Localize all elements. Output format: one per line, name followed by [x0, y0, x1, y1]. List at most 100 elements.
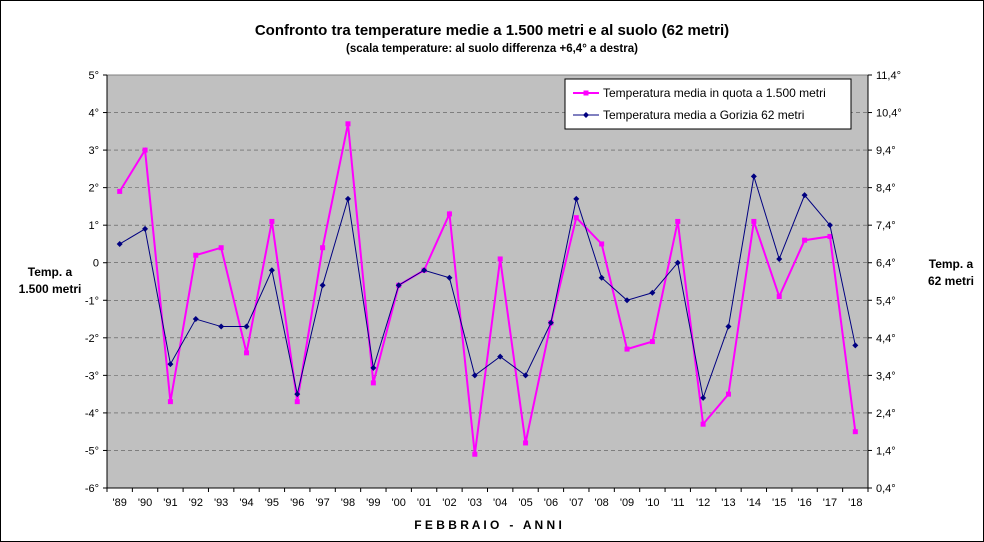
x-tick-label: '02	[442, 497, 456, 509]
y-tick-label-left: -1°	[85, 295, 99, 307]
x-tick-label: '90	[138, 497, 152, 509]
x-tick-label: '89	[113, 497, 127, 509]
y-tick-label-right: 0,4°	[876, 483, 896, 495]
x-tick-label: '98	[341, 497, 355, 509]
x-axis-label: F E B B R A I O - A N N I	[414, 518, 562, 532]
data-point	[472, 451, 478, 457]
data-point	[725, 323, 732, 330]
data-point	[497, 353, 504, 360]
series-gorizia-62m	[116, 173, 859, 401]
tick-labels: 5° 4° 3° 2° 1° 0 -1° -2° -3° -4° -5° -6° 11,4° 10,4° 9…	[85, 70, 902, 509]
data-point	[624, 346, 630, 352]
data-point	[547, 319, 554, 326]
y-tick-label-right: 2,4°	[876, 408, 896, 420]
legend-marker	[583, 112, 589, 118]
x-tick-label: '04	[493, 497, 507, 509]
chart-subtitle: (scala temperature: al suolo differenza …	[346, 43, 638, 55]
data-point	[802, 237, 808, 243]
data-point	[268, 267, 275, 274]
data-point	[344, 195, 351, 202]
x-tick-label: '09	[620, 497, 634, 509]
data-point	[700, 394, 707, 401]
data-point	[319, 282, 326, 289]
y-axis-right-label-line2: 62 metri	[928, 274, 974, 288]
data-point	[523, 440, 529, 446]
data-point	[801, 192, 808, 199]
data-point	[294, 399, 300, 405]
y-axis-left-label-line1: Temp. a	[28, 265, 73, 279]
x-tick-label: '94	[239, 497, 253, 509]
legend-label: Temperatura media in quota a 1.500 metri	[603, 86, 826, 100]
y-tick-label-right: 10,4°	[876, 108, 902, 120]
x-tick-label: '91	[163, 497, 177, 509]
x-tick-label: '05	[518, 497, 532, 509]
y-tick-label-left: -5°	[85, 445, 99, 457]
data-point	[395, 282, 402, 289]
data-point	[675, 218, 681, 224]
legend-box	[564, 78, 852, 130]
y-tick-label-left: -4°	[85, 408, 99, 420]
y-tick-label-right: 4,4°	[876, 333, 896, 345]
x-tick-label: '15	[772, 497, 786, 509]
data-point	[750, 173, 757, 180]
x-tick-label: '11	[671, 497, 685, 509]
chart-title: Confronto tra temperature medie a 1.500 …	[255, 22, 729, 39]
legend-marker	[583, 90, 589, 96]
y-tick-label-left: -6°	[85, 483, 99, 495]
y-tick-label-right: 7,4°	[876, 220, 896, 232]
data-point	[827, 233, 833, 239]
y-tick-label-left: 5°	[88, 70, 99, 82]
y-tick-label-left: 4°	[88, 108, 99, 120]
y-tick-label-right: 6,4°	[876, 258, 896, 270]
y-tick-label-left: 1°	[88, 220, 99, 232]
series-line	[118, 123, 857, 455]
data-point	[370, 380, 376, 386]
data-point	[269, 218, 275, 224]
data-point	[446, 211, 452, 217]
data-point	[522, 372, 529, 379]
data-point	[142, 147, 148, 153]
series-quota-1500m	[117, 121, 858, 457]
data-point	[167, 361, 174, 368]
legend-item: Temperatura media in quota a 1.500 metri	[573, 86, 826, 100]
data-point	[649, 339, 655, 345]
y-tick-label-left: 3°	[88, 145, 99, 157]
data-point	[421, 267, 428, 274]
data-point	[345, 121, 351, 127]
series-layer	[116, 121, 859, 457]
data-point	[244, 350, 250, 356]
data-point	[776, 255, 783, 262]
y-tick-label-right: 8,4°	[876, 183, 896, 195]
y-tick-label-left: 2°	[88, 183, 99, 195]
x-tick-label: '13	[721, 497, 735, 509]
y-tick-label-right: 5,4°	[876, 295, 896, 307]
x-tick-label: '00	[392, 497, 406, 509]
data-point	[218, 245, 224, 251]
data-point	[852, 429, 858, 435]
axes	[103, 74, 872, 492]
data-point	[776, 294, 782, 300]
x-tick-label: '01	[417, 497, 431, 509]
data-point	[751, 218, 757, 224]
plot-area	[106, 74, 869, 489]
y-tick-label-left: -3°	[85, 370, 99, 382]
x-tick-label: '08	[594, 497, 608, 509]
data-point	[573, 195, 580, 202]
y-tick-label-left: 0	[93, 258, 99, 270]
y-axis-left-label-line2: 1.500 metri	[19, 282, 82, 296]
x-tick-label: '93	[214, 497, 228, 509]
data-point	[649, 289, 656, 296]
data-point	[142, 225, 149, 232]
data-point	[700, 421, 706, 427]
y-axis-right-label-line1: Temp. a	[929, 257, 974, 271]
data-point	[192, 316, 199, 323]
x-tick-label: '97	[315, 497, 329, 509]
x-tick-label: '17	[823, 497, 837, 509]
data-point	[446, 274, 453, 281]
data-point	[370, 364, 377, 371]
data-point	[167, 399, 173, 405]
y-tick-label-right: 1,4°	[876, 445, 896, 457]
x-tick-label: '10	[645, 497, 659, 509]
data-point	[674, 259, 681, 266]
